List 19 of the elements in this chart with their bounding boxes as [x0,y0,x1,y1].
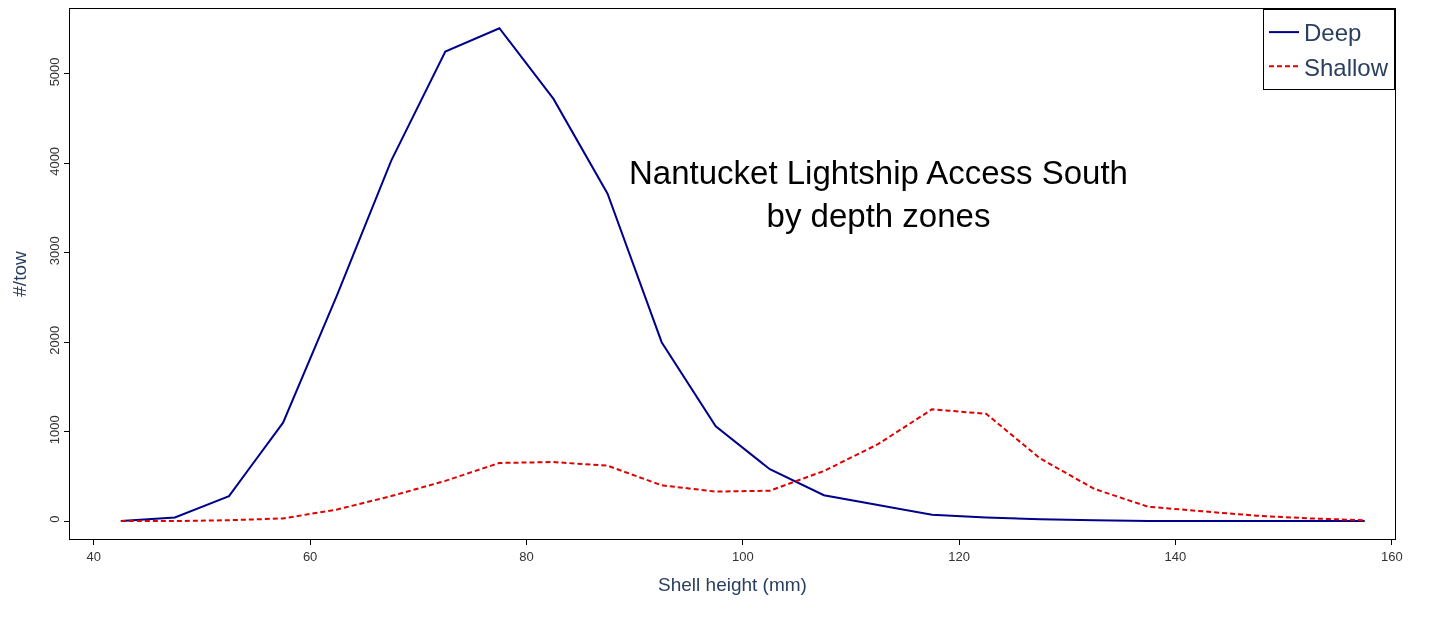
y-tick-label: 1000 [46,415,62,445]
x-tick-label: 140 [1164,548,1187,564]
x-tick-label: 100 [731,548,754,564]
x-tick-label: 60 [302,548,318,564]
x-tick-label: 40 [86,548,102,564]
legend-label: Shallow [1304,53,1389,81]
y-tick-label: 4000 [46,146,62,176]
y-axis-title: #/tow [8,251,30,297]
x-axis-title: Shell height (mm) [658,574,807,596]
legend-label: Deep [1304,19,1362,47]
x-tick-label: 120 [948,548,970,564]
x-tick-label: 160 [1380,548,1403,564]
y-tick-label: 2000 [46,325,62,355]
y-tick-label: 0 [46,515,62,523]
line-series [119,408,1366,523]
annotation: Nantucket Lightship Access South by depth zones [629,154,1128,234]
y-tick-label: 5000 [46,57,62,87]
x-tick-label: 80 [519,548,534,564]
y-tick-label: 3000 [46,236,62,266]
